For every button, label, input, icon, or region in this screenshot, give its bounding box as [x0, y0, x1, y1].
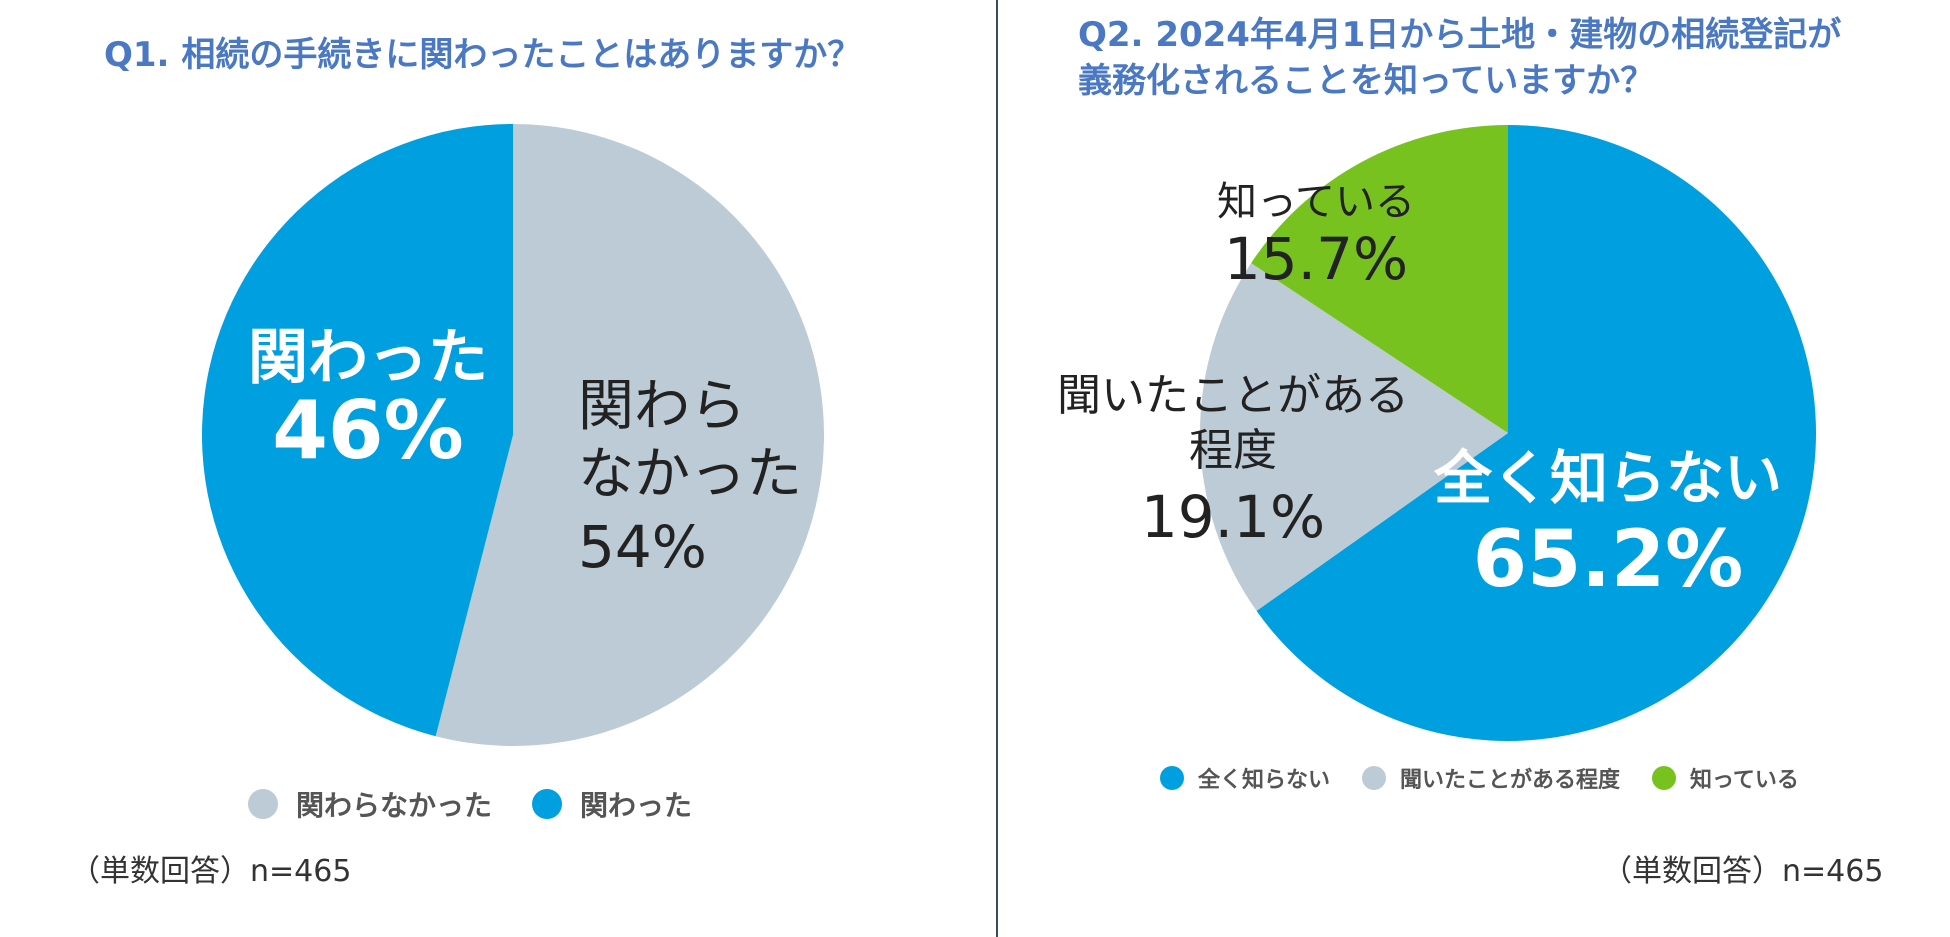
pie-slice-2-2: [1200, 263, 1508, 611]
pie-slice-1-1: [435, 124, 825, 746]
legend-q2: 全く知らない 聞いたことがある程度 知っている: [1160, 762, 1831, 794]
slice-label-2-2-line-1: 聞いたことがある: [1057, 370, 1409, 421]
pie-slice-2-1: [1256, 125, 1816, 741]
q2-title-line-2: 義務化されることを知っていますか？: [1078, 61, 1655, 101]
slice-value-1-1: 54%: [578, 513, 707, 581]
note-q2: （単数回答）n=465: [1602, 854, 1884, 889]
legend-label-unaware: 全く知らない: [1198, 768, 1331, 793]
legend-dot-blue: [532, 789, 563, 819]
pie-slice-2-3: [1251, 125, 1508, 433]
legend-label-heard: 聞いたことがある程度: [1400, 768, 1621, 793]
legend-item-not-involved: 関わらなかった: [248, 784, 492, 824]
slice-label-2-3-line-1: 知っている: [1217, 179, 1415, 225]
q2-title: Q2. 2024年4月1日から土地・建物の相続登記が 義務化されることを知ってい…: [1078, 12, 1841, 104]
legend-dot-blue: [1160, 766, 1184, 790]
slice-value-1-2: 46%: [272, 384, 463, 477]
slice-label-1-1-line-2: なかった: [578, 442, 802, 507]
legend-label-not-involved: 関わらなかった: [296, 789, 493, 822]
legend-item-heard: 聞いたことがある程度: [1362, 762, 1620, 794]
slice-value-2-1: 65.2%: [1473, 515, 1744, 605]
panel-divider: [996, 0, 998, 937]
legend-q1: 関わらなかった 関わった: [248, 784, 732, 824]
pie-slice-1-2: [202, 124, 513, 737]
slice-label-1-2-line-1: 関わった: [248, 323, 488, 393]
legend-item-aware: 知っている: [1652, 762, 1799, 794]
legend-dot-gray: [1362, 766, 1387, 790]
slice-value-2-3: 15.7%: [1224, 225, 1408, 293]
q1-title: Q1. 相続の手続きに関わったことはありますか？: [104, 35, 862, 75]
slice-value-2-2: 19.1%: [1141, 483, 1325, 551]
legend-item-involved: 関わった: [532, 784, 692, 824]
legend-label-involved: 関わった: [580, 789, 693, 822]
slice-label-2-1-line-1: 全く知らない: [1433, 444, 1782, 512]
legend-label-aware: 知っている: [1690, 768, 1799, 793]
slice-label-2-2-line-2: 程度: [1189, 425, 1277, 476]
legend-dot-gray: [248, 789, 278, 819]
legend-item-unaware: 全く知らない: [1160, 762, 1330, 794]
note-q1: （単数回答）n=465: [70, 854, 352, 889]
slice-label-1-1-line-1: 関わら: [578, 374, 746, 439]
legend-dot-green: [1652, 766, 1677, 790]
q2-title-line-1: Q2. 2024年4月1日から土地・建物の相続登記が: [1078, 15, 1842, 55]
